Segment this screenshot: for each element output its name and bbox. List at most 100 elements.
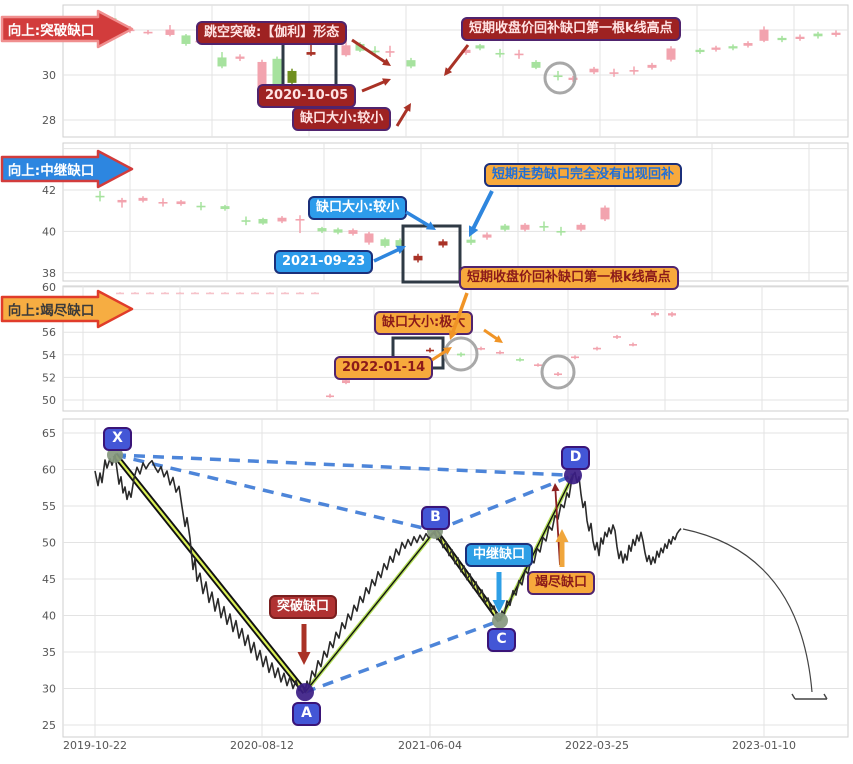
pattern-dot-x [107,446,123,463]
svg-text:2022-03-25: 2022-03-25 [565,739,629,752]
pattern-point-label-d: D [561,446,590,470]
candle [281,292,289,295]
candle [495,48,505,58]
candle [695,48,705,54]
dashed-pattern-lines [114,453,574,694]
ribbon-breakout-gap: 向上:突破缺口 [7,23,95,39]
refill-highlight-circle [543,61,577,95]
candle [668,311,676,317]
ribbon-continuation-gap: 向上:中继缺口 [7,163,95,179]
svg-text:35: 35 [42,646,56,659]
annotation-breakout-gap: 突破缺口 [269,595,338,619]
pattern-dot-a [296,683,314,702]
candle [295,215,305,234]
svg-text:54: 54 [42,349,56,362]
svg-text:40: 40 [42,610,56,623]
candle [413,253,423,263]
candle [593,346,601,351]
candle [795,34,805,41]
candle [477,346,485,351]
pattern-dot-d [564,466,582,485]
svg-text:56: 56 [42,326,56,339]
svg-text:30: 30 [42,683,56,696]
svg-text:60: 60 [42,281,56,294]
candle [553,70,563,81]
svg-text:2023-01-10: 2023-01-10 [732,739,796,752]
candle [831,30,841,37]
svg-text:50: 50 [42,394,56,407]
candle [539,221,549,231]
annotation-no-refill: 短期走势缺口完全没有出现回补 [484,163,683,187]
panel-2: 42 40 38 [42,142,849,284]
candle [196,202,206,211]
candle [206,292,214,295]
candle [531,60,541,70]
candle [220,204,230,211]
candle [158,198,168,207]
annotation-date-2021-09-23: 2021-09-23 [274,250,374,274]
arc-end-cap [791,693,828,700]
candle [589,66,599,75]
annotation-date-2020-10-05: 2020-10-05 [257,84,357,108]
candle [496,350,504,355]
candle [258,217,268,225]
refill-highlight-circle [540,354,576,390]
candle [217,52,227,69]
candle [138,196,148,203]
svg-text:2021-06-04: 2021-06-04 [398,739,462,752]
candle [554,371,562,377]
candle [236,292,244,295]
candle [296,292,304,295]
svg-text:30: 30 [42,69,56,82]
y-axis-tick-labels: 42 40 38 [42,184,56,280]
candle [571,355,579,360]
annotation-date-2022-01-14: 2022-01-14 [334,356,434,380]
candles [95,191,610,263]
pattern-point-label-c: C [487,628,516,652]
annotation-refill-high-1: 短期收盘价回补缺口第一根k线高点 [461,17,681,41]
svg-text:55: 55 [42,500,56,513]
candle [813,31,823,39]
pattern-point-label-a: A [292,702,321,726]
candle [131,292,139,295]
annotation-refill-high-2: 短期收盘价回补缺口第一根k线高点 [459,266,679,290]
candle [759,26,769,43]
panel-frame [62,142,849,282]
candle [743,41,753,48]
candle [342,379,350,385]
svg-text:40: 40 [42,225,56,238]
candle [629,66,639,75]
svg-text:50: 50 [42,537,56,550]
candle [609,68,619,77]
candle [241,216,251,226]
annotation-continuation-gap: 中继缺口 [465,543,534,567]
x-axis-tick-labels: 2019-10-22 2020-08-12 2021-06-04 2022-03-25… [63,739,796,752]
candle [613,334,621,339]
svg-text:42: 42 [42,184,56,197]
candle [251,292,259,295]
price-line [94,454,682,693]
pattern-dot-c [492,612,508,629]
svg-text:60: 60 [42,464,56,477]
candle [277,216,287,224]
panel-frame [62,4,849,138]
candle [516,357,524,362]
annotation-gap-size-small-2: 缺口大小:较小 [308,196,408,220]
candle [514,49,524,59]
candle [311,292,319,295]
candle [165,25,175,37]
svg-text:38: 38 [42,267,56,280]
svg-text:65: 65 [42,427,56,440]
candle [221,292,229,295]
candle [457,352,465,357]
zigzag-lines [112,453,575,695]
candle [348,228,358,236]
annotation-exhaustion-gap: 竭尽缺口 [527,571,596,595]
candle [711,45,721,52]
candle [534,363,542,367]
y-axis-tick-labels: 65 60 55 50 45 40 35 30 25 [42,427,56,732]
